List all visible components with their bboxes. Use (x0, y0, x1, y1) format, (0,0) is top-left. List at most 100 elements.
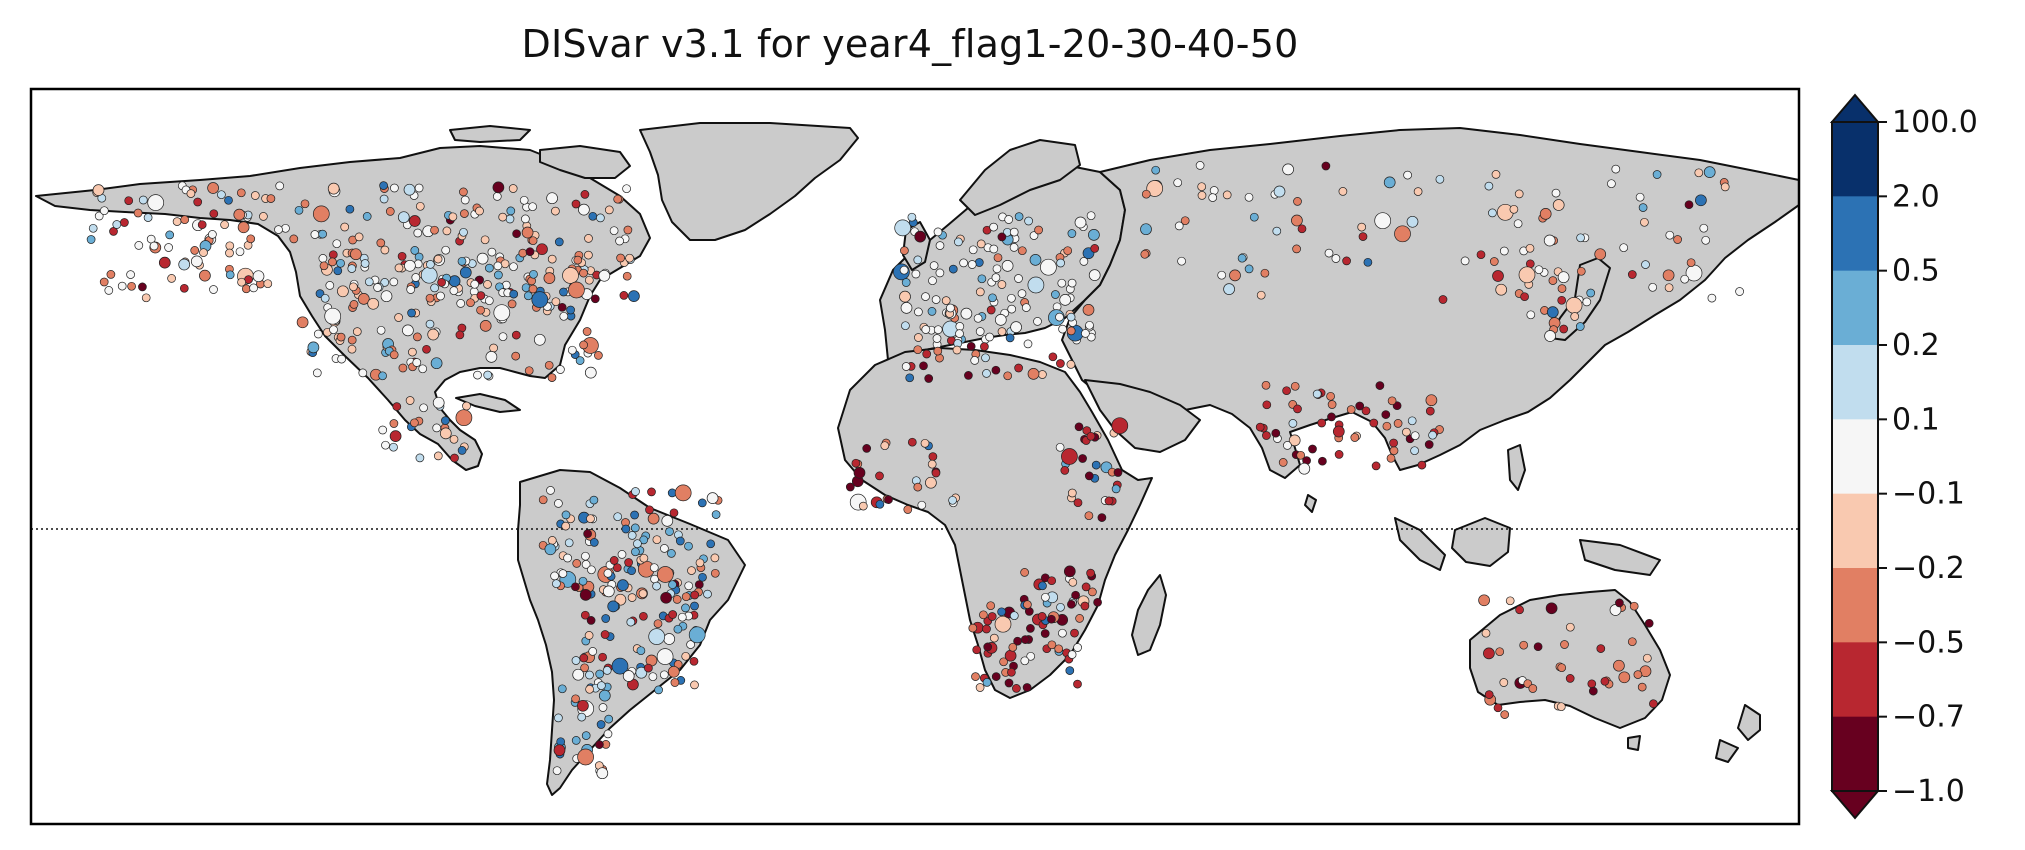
station-dot (104, 286, 114, 295)
station-dot (920, 438, 930, 448)
station-dot (1565, 622, 1575, 632)
station-dot (289, 234, 299, 244)
station-dot (1222, 190, 1232, 200)
station-dot (1539, 208, 1552, 220)
station-dot (623, 225, 633, 235)
station-dot (577, 748, 594, 766)
station-dot (397, 251, 407, 261)
station-dot (1489, 257, 1499, 266)
station-dot (385, 207, 395, 216)
station-dot (1066, 312, 1076, 322)
station-dot (1151, 165, 1161, 175)
station-dot (124, 196, 134, 206)
colorbar-outline (1831, 121, 1879, 792)
station-dot (586, 616, 596, 625)
station-dot (1552, 199, 1565, 211)
station-dot (379, 181, 388, 190)
station-dot (550, 571, 559, 581)
station-dot (927, 459, 937, 469)
station-dot (1641, 260, 1650, 269)
station-dot (627, 531, 637, 540)
station-dot (1010, 321, 1022, 333)
station-dot (914, 333, 923, 342)
station-dot (581, 551, 590, 561)
station-dot (319, 261, 329, 271)
station-dot (968, 245, 978, 255)
station-dot (1425, 406, 1435, 416)
station-dot (616, 253, 625, 263)
station-dot (612, 563, 622, 573)
station-dot (523, 291, 533, 301)
station-dot (968, 623, 978, 633)
station-dot (158, 256, 171, 269)
station-dot (588, 647, 598, 656)
station-dot (412, 358, 422, 367)
station-dot (695, 558, 705, 568)
station-dot (1557, 295, 1567, 305)
station-dot (948, 264, 958, 274)
station-dot (1357, 222, 1367, 232)
station-dot (627, 593, 637, 602)
station-dot (133, 208, 143, 218)
station-dot (1557, 284, 1567, 293)
station-dot (626, 617, 636, 627)
station-dot (233, 208, 246, 221)
station-dot (300, 199, 310, 209)
station-dot (1048, 352, 1058, 362)
station-dot (635, 666, 648, 679)
station-dot (1059, 294, 1072, 306)
station-dot (875, 499, 885, 509)
station-dot (1627, 637, 1637, 647)
station-dot (1033, 317, 1042, 326)
station-dot (986, 601, 996, 611)
station-dot (572, 668, 585, 681)
station-dot (1029, 254, 1042, 266)
station-dot (518, 248, 528, 258)
station-dot (928, 276, 937, 286)
station-dot (1290, 381, 1300, 391)
station-dot (1701, 235, 1711, 245)
station-dot (1040, 629, 1050, 638)
station-dot (134, 241, 144, 250)
station-dot (492, 181, 505, 194)
station-dot (1273, 185, 1286, 198)
station-dot (1023, 600, 1032, 609)
station-dot (544, 543, 557, 556)
station-dot (972, 645, 982, 655)
station-dot (647, 487, 656, 497)
station-dot (1387, 396, 1397, 406)
station-dot (901, 278, 911, 287)
station-dot (459, 266, 472, 279)
station-dot (669, 508, 679, 518)
station-dot (493, 261, 503, 271)
station-dot (120, 218, 129, 227)
station-dot (981, 353, 990, 363)
colorbar-tick-label: −0.7 (1892, 700, 1965, 735)
station-dot (992, 264, 1002, 274)
station-dot (1483, 647, 1495, 660)
station-dot (506, 206, 516, 216)
station-dot (1047, 576, 1057, 586)
station-dot (636, 646, 646, 656)
station-dot (1298, 462, 1311, 475)
station-dot (677, 612, 687, 622)
station-dot (329, 325, 338, 335)
station-dot (1308, 444, 1317, 454)
station-dot (914, 230, 927, 243)
station-dot (117, 281, 127, 291)
colorbar-bin (1832, 568, 1878, 643)
station-dot (690, 601, 699, 611)
station-dot (554, 499, 563, 508)
station-dot (413, 228, 423, 238)
station-dot (378, 425, 388, 435)
station-dot (600, 630, 610, 639)
station-dot (433, 254, 443, 264)
station-dot (1410, 431, 1420, 441)
station-dot (525, 247, 535, 257)
station-dot (1514, 189, 1524, 199)
station-dot (235, 247, 245, 257)
station-dot (1627, 270, 1637, 279)
land-layer (35, 122, 1800, 796)
station-dot (991, 273, 1001, 282)
station-dot (1582, 297, 1592, 307)
